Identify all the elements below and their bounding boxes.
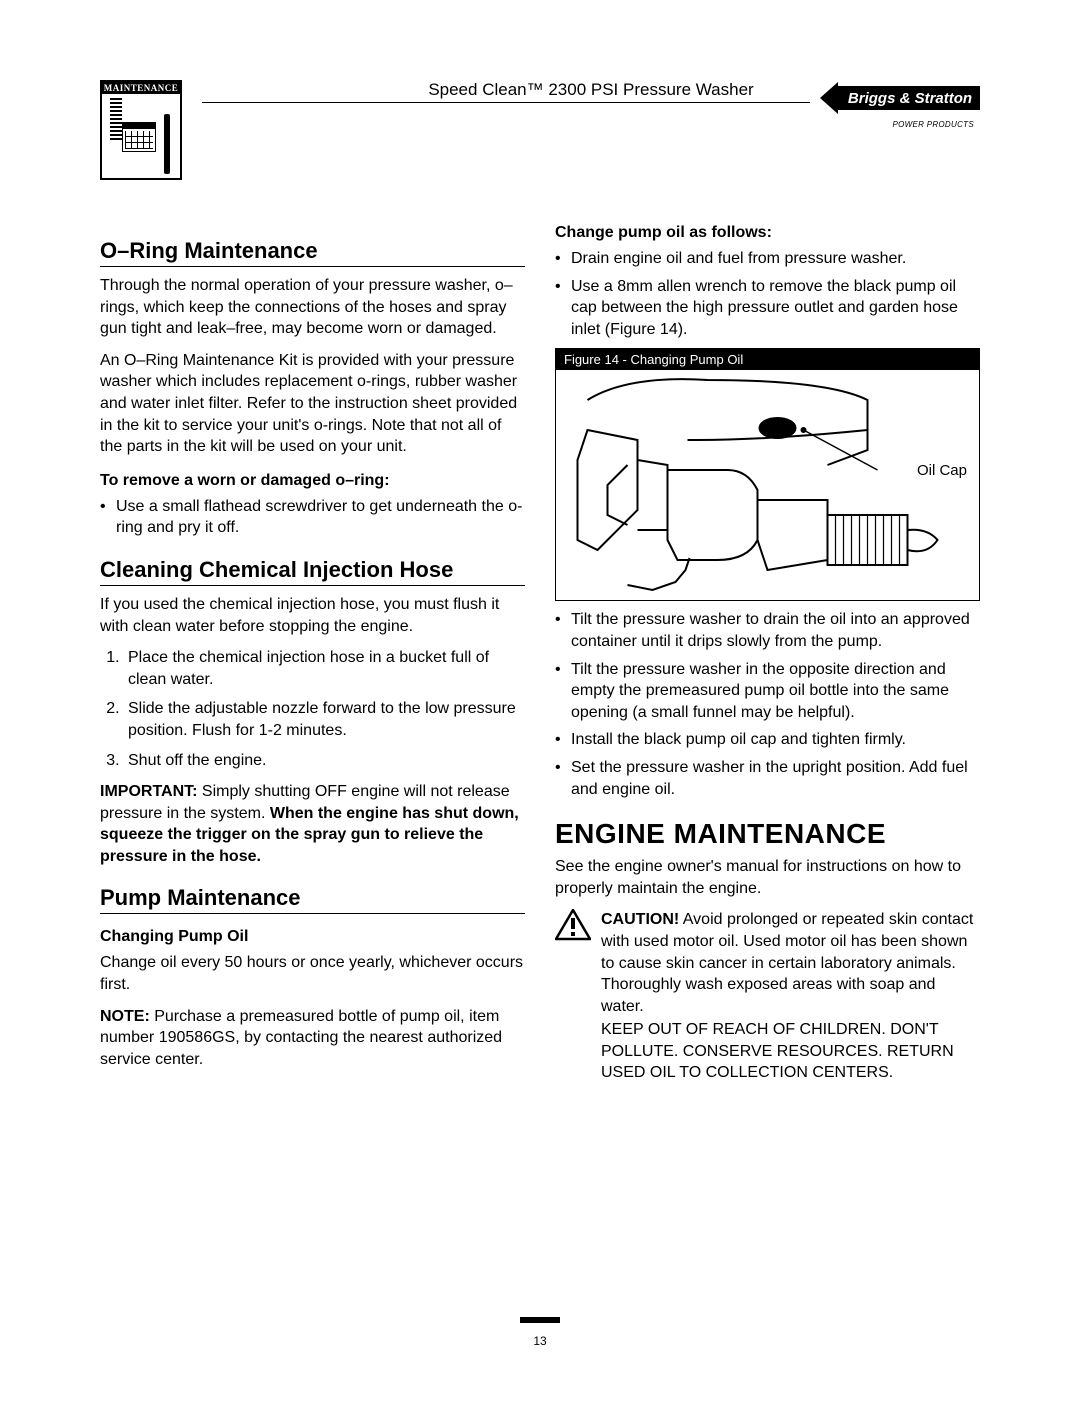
figure-14: Figure 14 - Changing Pump Oil — [555, 348, 980, 601]
engine-maint-p: See the engine owner's manual for instru… — [555, 856, 980, 899]
oring-p2: An O–Ring Maintenance Kit is provided wi… — [100, 350, 525, 458]
maintenance-banner: MAINTENANCE — [102, 82, 180, 94]
logo-subtext: POWER PRODUCTS — [892, 120, 974, 129]
engine-maint-heading: Engine Maintenance — [555, 818, 980, 850]
briggs-stratton-logo: Briggs & Stratton POWER PRODUCTS — [820, 80, 980, 130]
svg-text:Briggs & Stratton: Briggs & Stratton — [848, 90, 972, 107]
right-column: Change pump oil as follows: Drain engine… — [555, 220, 980, 1094]
oring-sub1: To remove a worn or damaged o–ring: — [100, 472, 525, 490]
header-rule — [202, 102, 810, 103]
maintenance-icon: MAINTENANCE — [100, 80, 182, 180]
oil-b2: Use a 8mm allen wrench to remove the bla… — [555, 276, 980, 341]
cleaning-step1: Place the chemical injection hose in a b… — [124, 647, 525, 690]
cleaning-step2: Slide the adjustable nozzle forward to t… — [124, 698, 525, 741]
oil-cap-label: Oil Cap — [917, 462, 967, 479]
oil-b1: Drain engine oil and fuel from pressure … — [555, 248, 980, 270]
pump-p1: Change oil every 50 hours or once yearly… — [100, 952, 525, 995]
page-footer: 13 — [100, 1314, 980, 1350]
content-columns: O–Ring Maintenance Through the normal op… — [100, 220, 980, 1094]
change-oil-sub: Change pump oil as follows: — [555, 224, 980, 242]
figure-14-diagram: Oil Cap — [556, 370, 979, 600]
cleaning-p1: If you used the chemical injection hose,… — [100, 594, 525, 637]
page-number: 13 — [533, 1334, 546, 1348]
cleaning-important: IMPORTANT: Simply shutting OFF engine wi… — [100, 781, 525, 867]
oil-b4: Tilt the pressure washer in the opposite… — [555, 659, 980, 724]
caution-text: CAUTION! Avoid prolonged or repeated ski… — [601, 909, 980, 1094]
pump-heading: Pump Maintenance — [100, 885, 525, 914]
oring-p1: Through the normal operation of your pre… — [100, 275, 525, 340]
figure-14-title: Figure 14 - Changing Pump Oil — [556, 349, 979, 370]
page-header: MAINTENANCE Speed Clean™ 2300 PSI Pressu… — [100, 80, 980, 190]
oil-b6: Set the pressure washer in the upright p… — [555, 757, 980, 800]
oring-heading: O–Ring Maintenance — [100, 238, 525, 267]
left-column: O–Ring Maintenance Through the normal op… — [100, 220, 525, 1094]
cleaning-step3: Shut off the engine. — [124, 750, 525, 772]
oring-bullet1: Use a small flathead screwdriver to get … — [100, 496, 525, 539]
pump-note: NOTE: Purchase a premeasured bottle of p… — [100, 1006, 525, 1071]
pump-sub1: Changing Pump Oil — [100, 928, 525, 946]
oil-b3: Tilt the pressure washer to drain the oi… — [555, 609, 980, 652]
oil-b5: Install the black pump oil cap and tight… — [555, 729, 980, 751]
caution-block: CAUTION! Avoid prolonged or repeated ski… — [555, 909, 980, 1094]
cleaning-heading: Cleaning Chemical Injection Hose — [100, 557, 525, 586]
caution-icon — [555, 909, 591, 941]
